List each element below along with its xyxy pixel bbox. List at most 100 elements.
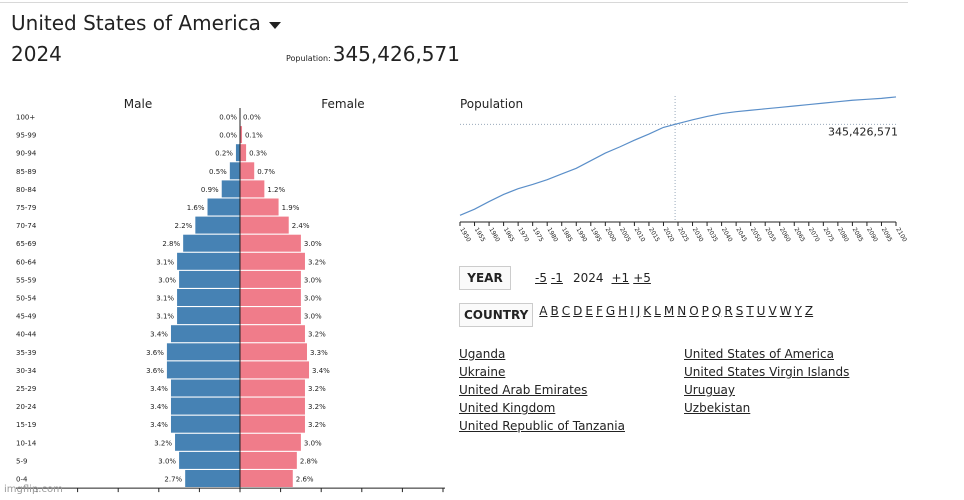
letter-link-s[interactable]: S [735, 304, 744, 318]
male-value-label: 3.4% [150, 403, 168, 411]
male-bar [179, 270, 240, 288]
country-link[interactable]: Uzbekistan [684, 401, 751, 415]
male-bar [185, 470, 240, 487]
male-value-label: 3.2% [154, 439, 172, 447]
current-year: 2024 [572, 271, 604, 285]
line-chart-title: Population [460, 97, 523, 111]
letter-link-r[interactable]: R [724, 304, 733, 318]
letter-link-k[interactable]: K [643, 304, 652, 318]
letter-link-f[interactable]: F [595, 304, 603, 318]
female-value-label: 3.0% [304, 276, 322, 284]
female-value-label: 3.2% [308, 331, 326, 339]
male-value-label: 3.0% [158, 276, 176, 284]
female-value-label: 3.0% [304, 439, 322, 447]
line-x-tick-label: 2005 [618, 227, 632, 244]
female-value-label: 1.2% [267, 186, 285, 194]
male-bar [177, 252, 240, 270]
age-group-label: 85-89 [16, 168, 36, 176]
age-group-label: 10-14 [16, 439, 37, 447]
letter-link-o[interactable]: O [689, 304, 699, 318]
letter-link-z[interactable]: Z [804, 304, 814, 318]
age-group-label: 35-39 [16, 349, 36, 357]
male-bar [235, 144, 240, 162]
country-link[interactable]: Ukraine [459, 365, 506, 379]
male-value-label: 0.2% [215, 150, 233, 158]
line-x-tick-label: 1995 [589, 227, 603, 244]
female-value-label: 3.2% [308, 385, 326, 393]
letter-link-a[interactable]: A [539, 304, 548, 318]
letter-link-c[interactable]: C [561, 304, 571, 318]
letter-link-q[interactable]: Q [711, 304, 722, 318]
year-minus-5-link[interactable]: -5 [535, 271, 547, 285]
male-value-label: 2.8% [162, 240, 180, 248]
letter-link-t[interactable]: T [746, 304, 754, 318]
dropdown-caret-icon[interactable] [268, 21, 281, 29]
letter-link-v[interactable]: V [768, 304, 777, 318]
letter-link-l[interactable]: L [654, 304, 661, 318]
female-value-label: 0.3% [249, 150, 267, 158]
female-bar [240, 415, 305, 433]
year-minus-1-link[interactable]: -1 [550, 271, 563, 285]
male-value-label: 0.0% [219, 132, 237, 140]
letter-link-p[interactable]: P [701, 304, 709, 318]
line-x-tick-label: 1985 [560, 227, 574, 244]
country-link[interactable]: Uruguay [684, 383, 735, 397]
line-x-tick-label: 2020 [662, 227, 676, 244]
female-bar [240, 451, 297, 469]
letter-link-b[interactable]: B [550, 304, 559, 318]
male-bar [179, 451, 240, 469]
country-link[interactable]: United Kingdom [459, 401, 556, 415]
current-value-label: 345,426,571 [828, 125, 898, 138]
male-value-label: 0.5% [209, 168, 227, 176]
male-value-label: 3.1% [156, 258, 174, 266]
female-bar [240, 252, 305, 270]
country-button[interactable]: COUNTRY [459, 303, 534, 327]
year-plus-5-link[interactable]: +5 [633, 271, 651, 285]
female-value-label: 2.4% [292, 222, 310, 230]
country-link[interactable]: United Republic of Tanzania [459, 419, 625, 433]
letter-link-w[interactable]: W [779, 304, 792, 318]
female-bar [240, 433, 301, 451]
male-bar [221, 180, 240, 198]
year-button[interactable]: YEAR [459, 266, 511, 290]
line-x-tick-label: 2000 [604, 227, 618, 244]
female-bar [240, 343, 307, 361]
letter-link-u[interactable]: U [756, 304, 766, 318]
female-value-label: 2.8% [300, 457, 318, 465]
age-group-label: 65-69 [16, 240, 36, 248]
letter-link-n[interactable]: N [677, 304, 687, 318]
male-value-label: 0.0% [219, 114, 237, 122]
letter-link-y[interactable]: Y [794, 304, 802, 318]
country-link[interactable]: United States Virgin Islands [684, 365, 850, 379]
country-link[interactable]: Uganda [459, 347, 506, 361]
letter-link-g[interactable]: G [605, 304, 616, 318]
country-link[interactable]: United States of America [684, 347, 834, 361]
age-group-label: 40-44 [16, 331, 37, 339]
line-x-tick-label: 2100 [894, 227, 908, 244]
age-group-label: 55-59 [16, 276, 36, 284]
line-x-tick-label: 1980 [545, 227, 559, 244]
watermark: imgflip.com [4, 484, 63, 495]
female-bar [240, 397, 305, 415]
letter-link-d[interactable]: D [573, 304, 583, 318]
male-value-label: 3.1% [156, 295, 174, 303]
male-value-label: 1.6% [187, 204, 205, 212]
female-bar [240, 470, 293, 487]
letter-link-j[interactable]: J [636, 304, 641, 318]
top-divider [0, 2, 908, 3]
letter-link-m[interactable]: M [663, 304, 675, 318]
country-title[interactable]: United States of America [11, 11, 261, 35]
year-plus-1-link[interactable]: +1 [611, 271, 630, 285]
letter-link-i[interactable]: I [630, 304, 634, 318]
country-selector[interactable]: United States of America [11, 11, 281, 35]
female-value-label: 0.7% [257, 168, 275, 176]
male-value-label: 3.0% [158, 457, 176, 465]
female-bar [240, 325, 305, 343]
male-bar [175, 433, 240, 451]
line-x-tick-label: 2010 [633, 227, 647, 244]
country-link[interactable]: United Arab Emirates [459, 383, 588, 397]
letter-link-e[interactable]: E [585, 304, 593, 318]
age-group-label: 90-94 [16, 150, 37, 158]
letter-link-h[interactable]: H [618, 304, 628, 318]
female-bar [240, 270, 301, 288]
